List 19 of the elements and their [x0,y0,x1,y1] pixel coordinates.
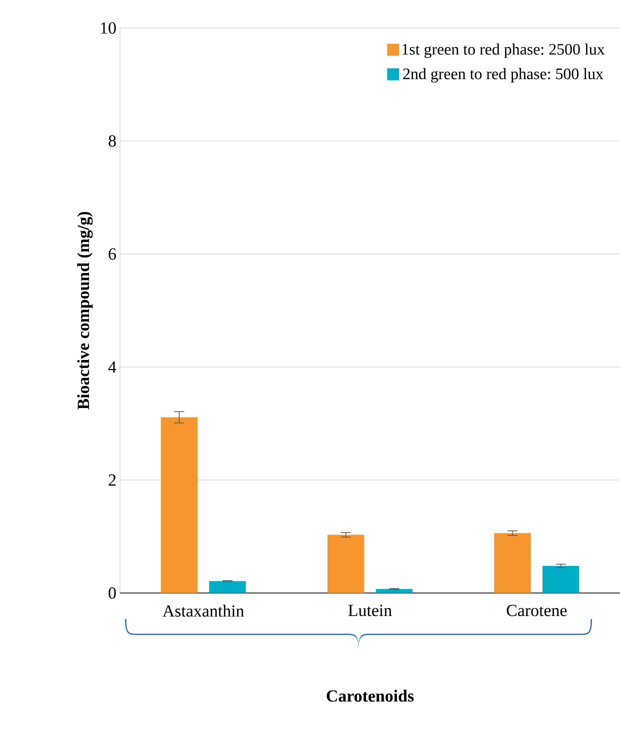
y-tick-label: 2 [108,474,116,486]
y-tick-label: 8 [108,135,116,147]
bar [494,533,531,593]
y-tick-label: 10 [101,22,116,34]
x-tick-label: Carotene [506,604,567,616]
x-tick-label: Lutein [348,604,392,616]
bar [328,534,364,593]
bar [542,566,580,593]
bar [160,417,198,593]
legend-label: 1st green to red phase: 2500 lux [402,43,605,58]
bar [376,589,413,593]
bar [209,581,246,593]
y-tick-label: 4 [108,361,116,373]
y-tick-label: 0 [108,587,116,599]
x-tick-label: Astaxanthin [162,604,244,617]
legend-label: 2nd green to red phase: 500 lux [403,68,604,83]
y-tick-label: 6 [108,248,116,260]
x-axis-title: Carotenoids [326,690,414,702]
y-axis-title: Bioactive compound (mg/g) [77,212,93,410]
